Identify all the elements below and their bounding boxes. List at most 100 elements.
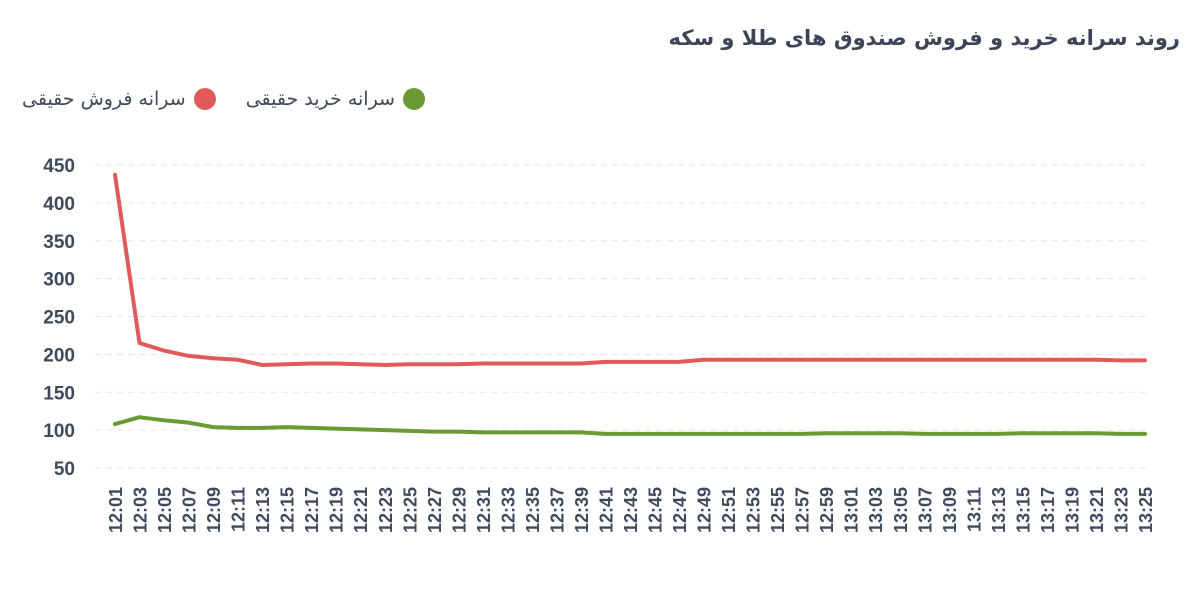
data-point-buy [334,427,338,431]
x-tick-label: 12:47 [670,487,690,533]
data-point-buy [603,432,608,436]
x-tick-label: 12:55 [768,487,788,533]
x-tick-label: 12:25 [400,487,420,533]
x-tick-label: 12:03 [131,487,151,533]
data-point-sell [1020,358,1024,362]
x-tick-label: 12:01 [106,487,126,533]
chart-legend: سرانه خرید حقیقی سرانه فروش حقیقی [22,88,425,110]
data-point-sell [751,358,755,362]
data-point-buy [677,432,681,436]
data-point-buy [186,420,191,425]
data-point-buy [481,430,485,434]
data-point-sell [456,362,460,366]
data-point-buy [628,432,632,436]
data-point-buy [898,431,902,435]
data-point-buy [456,430,460,434]
data-point-buy [432,430,436,434]
x-tick-label: 12:17 [302,487,322,533]
data-point-buy [652,432,657,436]
x-tick-label: 13:09 [940,487,960,533]
data-point-buy [383,428,387,432]
legend-marker-sell [193,88,216,110]
data-point-sell [971,358,975,362]
data-point-sell [947,358,951,362]
data-point-buy [1143,432,1147,436]
data-point-sell [407,362,411,366]
x-tick-label: 13:17 [1038,487,1058,533]
legend-label-buy: سرانه خرید حقیقی [245,88,395,110]
chart-title: روند سرانه خرید و فروش صندوق های طلا و س… [668,26,1181,50]
x-tick-label: 12:43 [621,487,641,533]
x-tick-label: 13:25 [1136,487,1156,533]
x-tick-label: 12:27 [425,487,445,533]
data-point-buy [505,430,509,434]
data-point-sell [1143,358,1147,363]
y-tick-label: 350 [43,232,75,253]
y-tick-label: 50 [54,459,75,480]
data-point-sell [162,348,166,353]
data-point-sell [898,358,902,362]
data-point-buy [1020,431,1024,435]
data-point-buy [530,430,534,434]
x-tick-label: 12:11 [229,487,249,532]
legend-item-sell[interactable]: سرانه فروش حقیقی [22,88,216,110]
x-tick-label: 13:11 [964,487,984,532]
legend-marker-buy [402,88,425,110]
data-point-sell [1045,358,1049,362]
data-point-buy [137,415,142,419]
x-tick-label: 12:51 [719,487,739,533]
data-point-buy [726,432,730,436]
x-tick-label: 13:13 [989,487,1009,533]
data-point-sell [800,358,804,362]
data-point-buy [113,422,117,426]
x-tick-label: 12:09 [204,487,224,533]
data-point-sell [579,361,583,366]
data-point-sell [701,358,706,362]
x-tick-label: 12:33 [498,487,518,533]
data-point-sell [628,360,632,364]
x-tick-label: 13:07 [915,487,935,533]
data-point-buy [1094,431,1098,435]
data-point-sell [775,358,779,362]
data-point-buy [971,432,975,436]
legend-item-buy[interactable]: سرانه خرید حقیقی [246,88,425,110]
data-point-buy [1045,431,1049,435]
data-point-buy [554,430,559,434]
x-tick-label: 12:13 [253,487,273,533]
y-tick-label: 150 [43,383,75,404]
data-point-buy [922,432,926,436]
x-tick-label: 12:57 [793,487,813,533]
y-tick-label: 300 [43,270,75,291]
x-tick-label: 12:53 [744,487,764,533]
data-point-sell [137,341,142,345]
data-point-sell [285,362,289,366]
data-point-buy [285,425,289,429]
data-point-buy [775,432,779,436]
data-point-sell [186,354,191,358]
data-point-buy [162,418,166,422]
x-tick-label: 12:07 [180,487,200,533]
data-point-sell [677,360,681,364]
x-tick-label: 12:37 [547,487,567,533]
y-tick-label: 400 [43,194,75,215]
data-point-sell [922,358,926,362]
x-tick-label: 12:23 [376,487,396,533]
x-tick-label: 13:19 [1062,487,1082,533]
data-point-sell [554,361,559,366]
x-tick-label: 12:19 [327,487,347,533]
x-tick-label: 12:21 [351,487,371,533]
y-tick-label: 450 [43,156,75,177]
x-tick-label: 12:15 [278,487,298,533]
data-point-buy [800,432,804,436]
data-point-sell [726,358,730,362]
data-point-sell [1118,358,1123,363]
data-point-buy [260,426,264,430]
data-point-sell [309,361,313,366]
data-point-buy [236,426,240,430]
data-point-buy [996,432,1000,436]
x-tick-label: 12:39 [572,487,592,533]
data-point-buy [309,426,313,430]
data-point-buy [358,427,362,431]
x-tick-label: 12:35 [523,487,543,533]
x-tick-label: 12:31 [474,487,494,533]
